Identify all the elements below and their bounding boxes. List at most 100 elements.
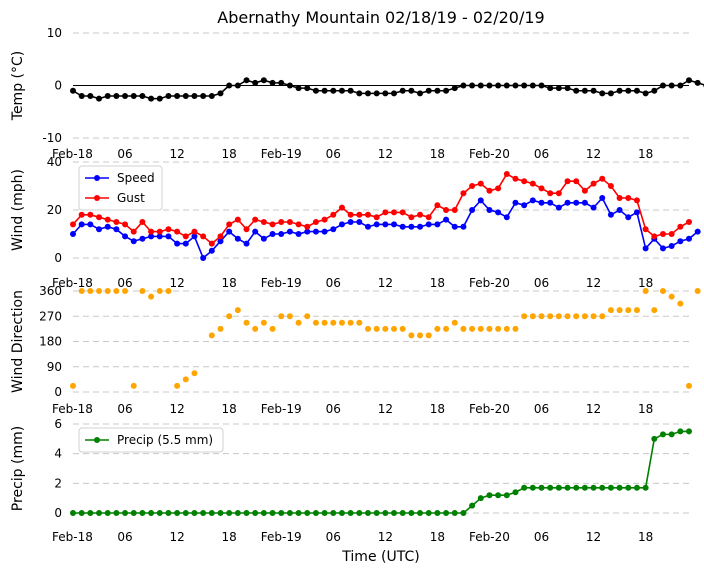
data-point: [200, 233, 207, 240]
data-point: [321, 216, 328, 223]
panel-wind: 40 20 0 Wind (mph) Feb-18 06 12 18 Feb-19 06 12 18 F…: [10, 155, 701, 290]
data-point: [460, 82, 467, 89]
y-tick-label: 4: [54, 447, 62, 461]
data-point: [286, 82, 293, 89]
data-point: [382, 510, 389, 516]
data-point: [573, 178, 580, 185]
data-point: [469, 502, 476, 509]
x-tick-label: 06: [117, 147, 132, 161]
data-point: [182, 510, 189, 516]
data-point: [148, 95, 155, 102]
data-point: [243, 77, 250, 84]
legend-swatch-marker: [94, 175, 100, 181]
data-point: [321, 87, 328, 94]
data-point: [477, 495, 484, 502]
y-axis-label: Temp (°C): [10, 51, 26, 121]
y-tick-label: 360: [39, 284, 62, 298]
data-point: [451, 510, 458, 516]
data-point: [399, 325, 406, 332]
x-tick-label: Feb-20: [469, 147, 510, 161]
data-point: [217, 238, 224, 245]
x-tick-label: 12: [586, 402, 601, 416]
data-point: [130, 238, 137, 245]
data-point: [408, 223, 415, 230]
data-point: [469, 207, 476, 213]
data-point: [469, 325, 476, 332]
data-point: [78, 221, 85, 228]
data-point: [417, 90, 424, 97]
x-tick-label: Feb-19: [261, 402, 302, 416]
x-tick-label: 12: [378, 402, 393, 416]
data-point: [529, 180, 536, 187]
data-point: [642, 90, 649, 97]
data-point: [538, 199, 545, 206]
data-point: [391, 221, 398, 228]
data-point: [677, 82, 684, 89]
data-point: [694, 288, 701, 294]
chart-title: Abernathy Mountain 02/18/19 - 02/20/19: [217, 8, 544, 27]
data-point: [191, 233, 198, 240]
data-point: [338, 221, 345, 228]
data-point: [573, 313, 580, 320]
data-point: [304, 223, 311, 230]
data-point: [304, 510, 311, 516]
data-point: [122, 93, 129, 99]
data-point: [96, 214, 103, 221]
x-tick-label: 12: [169, 530, 184, 544]
x-tick-label: 06: [326, 530, 341, 544]
data-point: [87, 93, 94, 99]
x-tick-label: 12: [169, 276, 184, 290]
data-point: [304, 85, 311, 92]
data-point: [460, 325, 467, 332]
data-point: [460, 223, 467, 230]
data-point: [642, 226, 649, 233]
data-point: [96, 510, 103, 516]
data-point: [686, 235, 692, 242]
data-point: [477, 325, 484, 332]
data-point: [659, 245, 666, 252]
data-point: [156, 228, 163, 235]
data-point: [581, 87, 588, 94]
data-point: [104, 223, 111, 230]
x-tick-label: 06: [534, 147, 549, 161]
data-point: [364, 90, 371, 97]
data-point: [434, 202, 441, 209]
x-axis-label: Time (UTC): [341, 549, 419, 565]
data-point: [599, 90, 606, 97]
data-point: [451, 319, 458, 326]
data-point: [443, 87, 450, 94]
data-point: [330, 226, 337, 233]
data-point: [234, 235, 241, 242]
x-tick-label: 06: [326, 402, 341, 416]
data-point: [174, 240, 181, 247]
data-point: [269, 231, 276, 237]
data-point: [295, 221, 302, 228]
data-point: [651, 307, 658, 314]
legend: Precip (5.5 mm): [78, 427, 224, 453]
data-point: [278, 231, 285, 237]
data-point: [677, 238, 684, 245]
x-tick-label: 18: [638, 402, 653, 416]
data-point: [87, 221, 94, 228]
data-point: [243, 319, 250, 326]
data-point: [356, 319, 363, 326]
data-point: [139, 510, 146, 516]
data-point: [234, 216, 241, 223]
data-point: [607, 211, 614, 218]
data-point: [443, 207, 450, 213]
data-point: [364, 325, 371, 332]
data-point: [581, 199, 588, 206]
data-point: [286, 219, 293, 225]
data-point: [555, 484, 562, 491]
data-point: [312, 319, 319, 326]
data-point: [581, 187, 588, 194]
data-point: [633, 484, 640, 491]
data-point: [260, 235, 267, 242]
data-point: [122, 288, 129, 294]
data-point: [625, 214, 632, 221]
data-point: [486, 325, 493, 332]
data-point: [564, 178, 571, 185]
data-point: [417, 223, 424, 230]
data-point: [182, 233, 189, 240]
